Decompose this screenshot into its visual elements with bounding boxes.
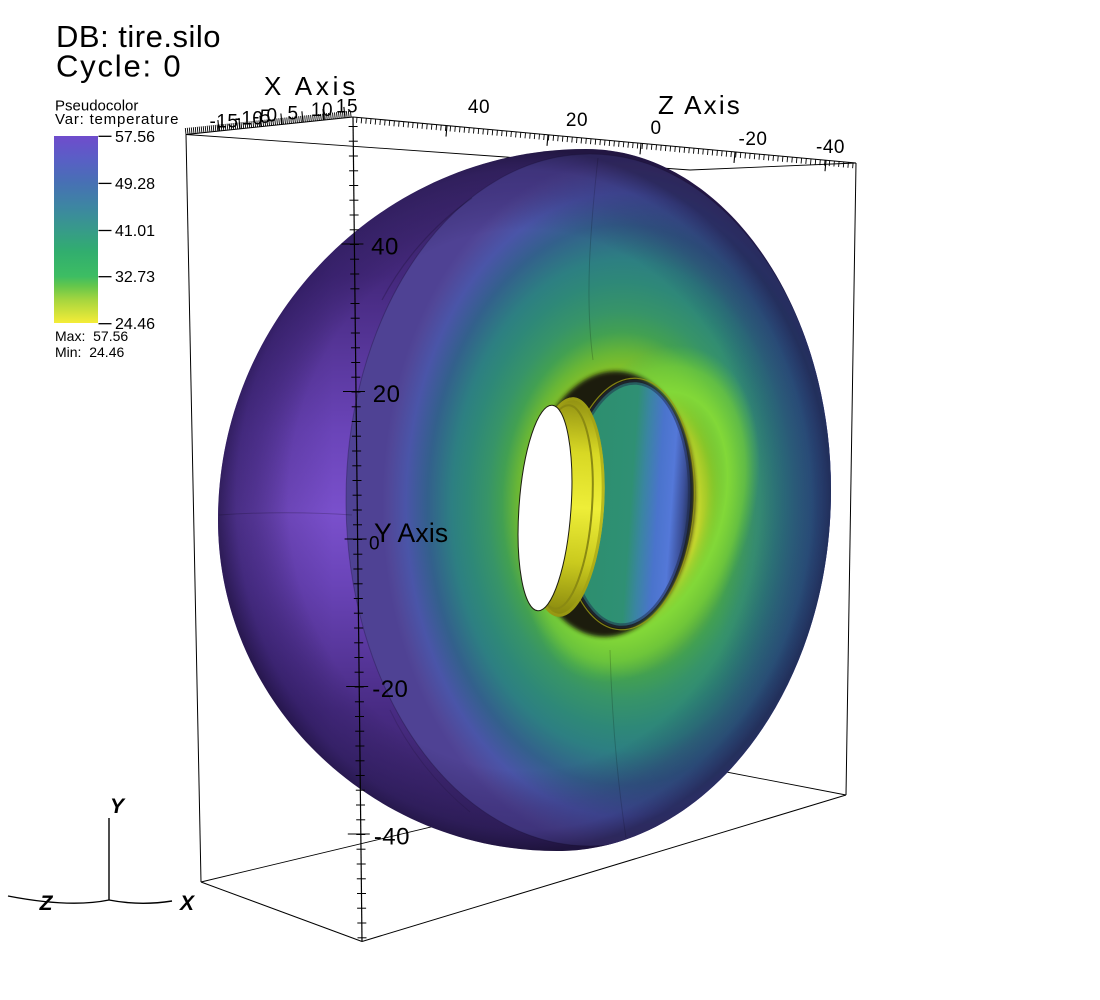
svg-text:Z Axis: Z Axis: [658, 90, 742, 120]
svg-text:Pseudocolor: Pseudocolor: [55, 98, 138, 115]
svg-text:Cycle: 0: Cycle: 0: [56, 49, 182, 84]
svg-text:-10: -10: [235, 109, 264, 130]
svg-text:41.01: 41.01: [115, 223, 155, 240]
svg-text:24.46: 24.46: [115, 316, 155, 333]
svg-text:49.28: 49.28: [115, 176, 155, 193]
svg-text:57.56: 57.56: [115, 129, 155, 146]
svg-text:40: 40: [371, 234, 399, 261]
svg-text:32.73: 32.73: [115, 269, 155, 286]
svg-text:Y Axis: Y Axis: [374, 518, 448, 548]
svg-text:DB: tire.silo: DB: tire.silo: [56, 19, 221, 54]
svg-text:0: 0: [369, 534, 380, 555]
svg-text:-20: -20: [739, 129, 768, 150]
svg-text:X: X: [179, 892, 196, 915]
svg-text:-20: -20: [372, 676, 408, 703]
svg-text:X Axis: X Axis: [264, 71, 359, 101]
svg-text:-15: -15: [210, 112, 239, 133]
svg-text:20: 20: [566, 110, 588, 131]
svg-text:-5: -5: [253, 107, 271, 128]
svg-text:Z: Z: [39, 892, 54, 915]
svg-text:0: 0: [266, 106, 277, 127]
svg-text:40: 40: [468, 97, 490, 118]
svg-text:-40: -40: [816, 137, 845, 158]
svg-text:-40: -40: [374, 824, 410, 851]
svg-text:Y: Y: [110, 795, 126, 818]
svg-text:Min: 24.46: Min: 24.46: [55, 344, 124, 360]
svg-text:20: 20: [373, 381, 401, 408]
svg-text:15: 15: [336, 97, 358, 118]
svg-text:Var: temperature: Var: temperature: [55, 111, 179, 128]
svg-text:Max: 57.56: Max: 57.56: [55, 328, 128, 344]
svg-text:5: 5: [287, 104, 298, 125]
svg-text:0: 0: [650, 118, 661, 139]
svg-text:10: 10: [311, 100, 333, 121]
